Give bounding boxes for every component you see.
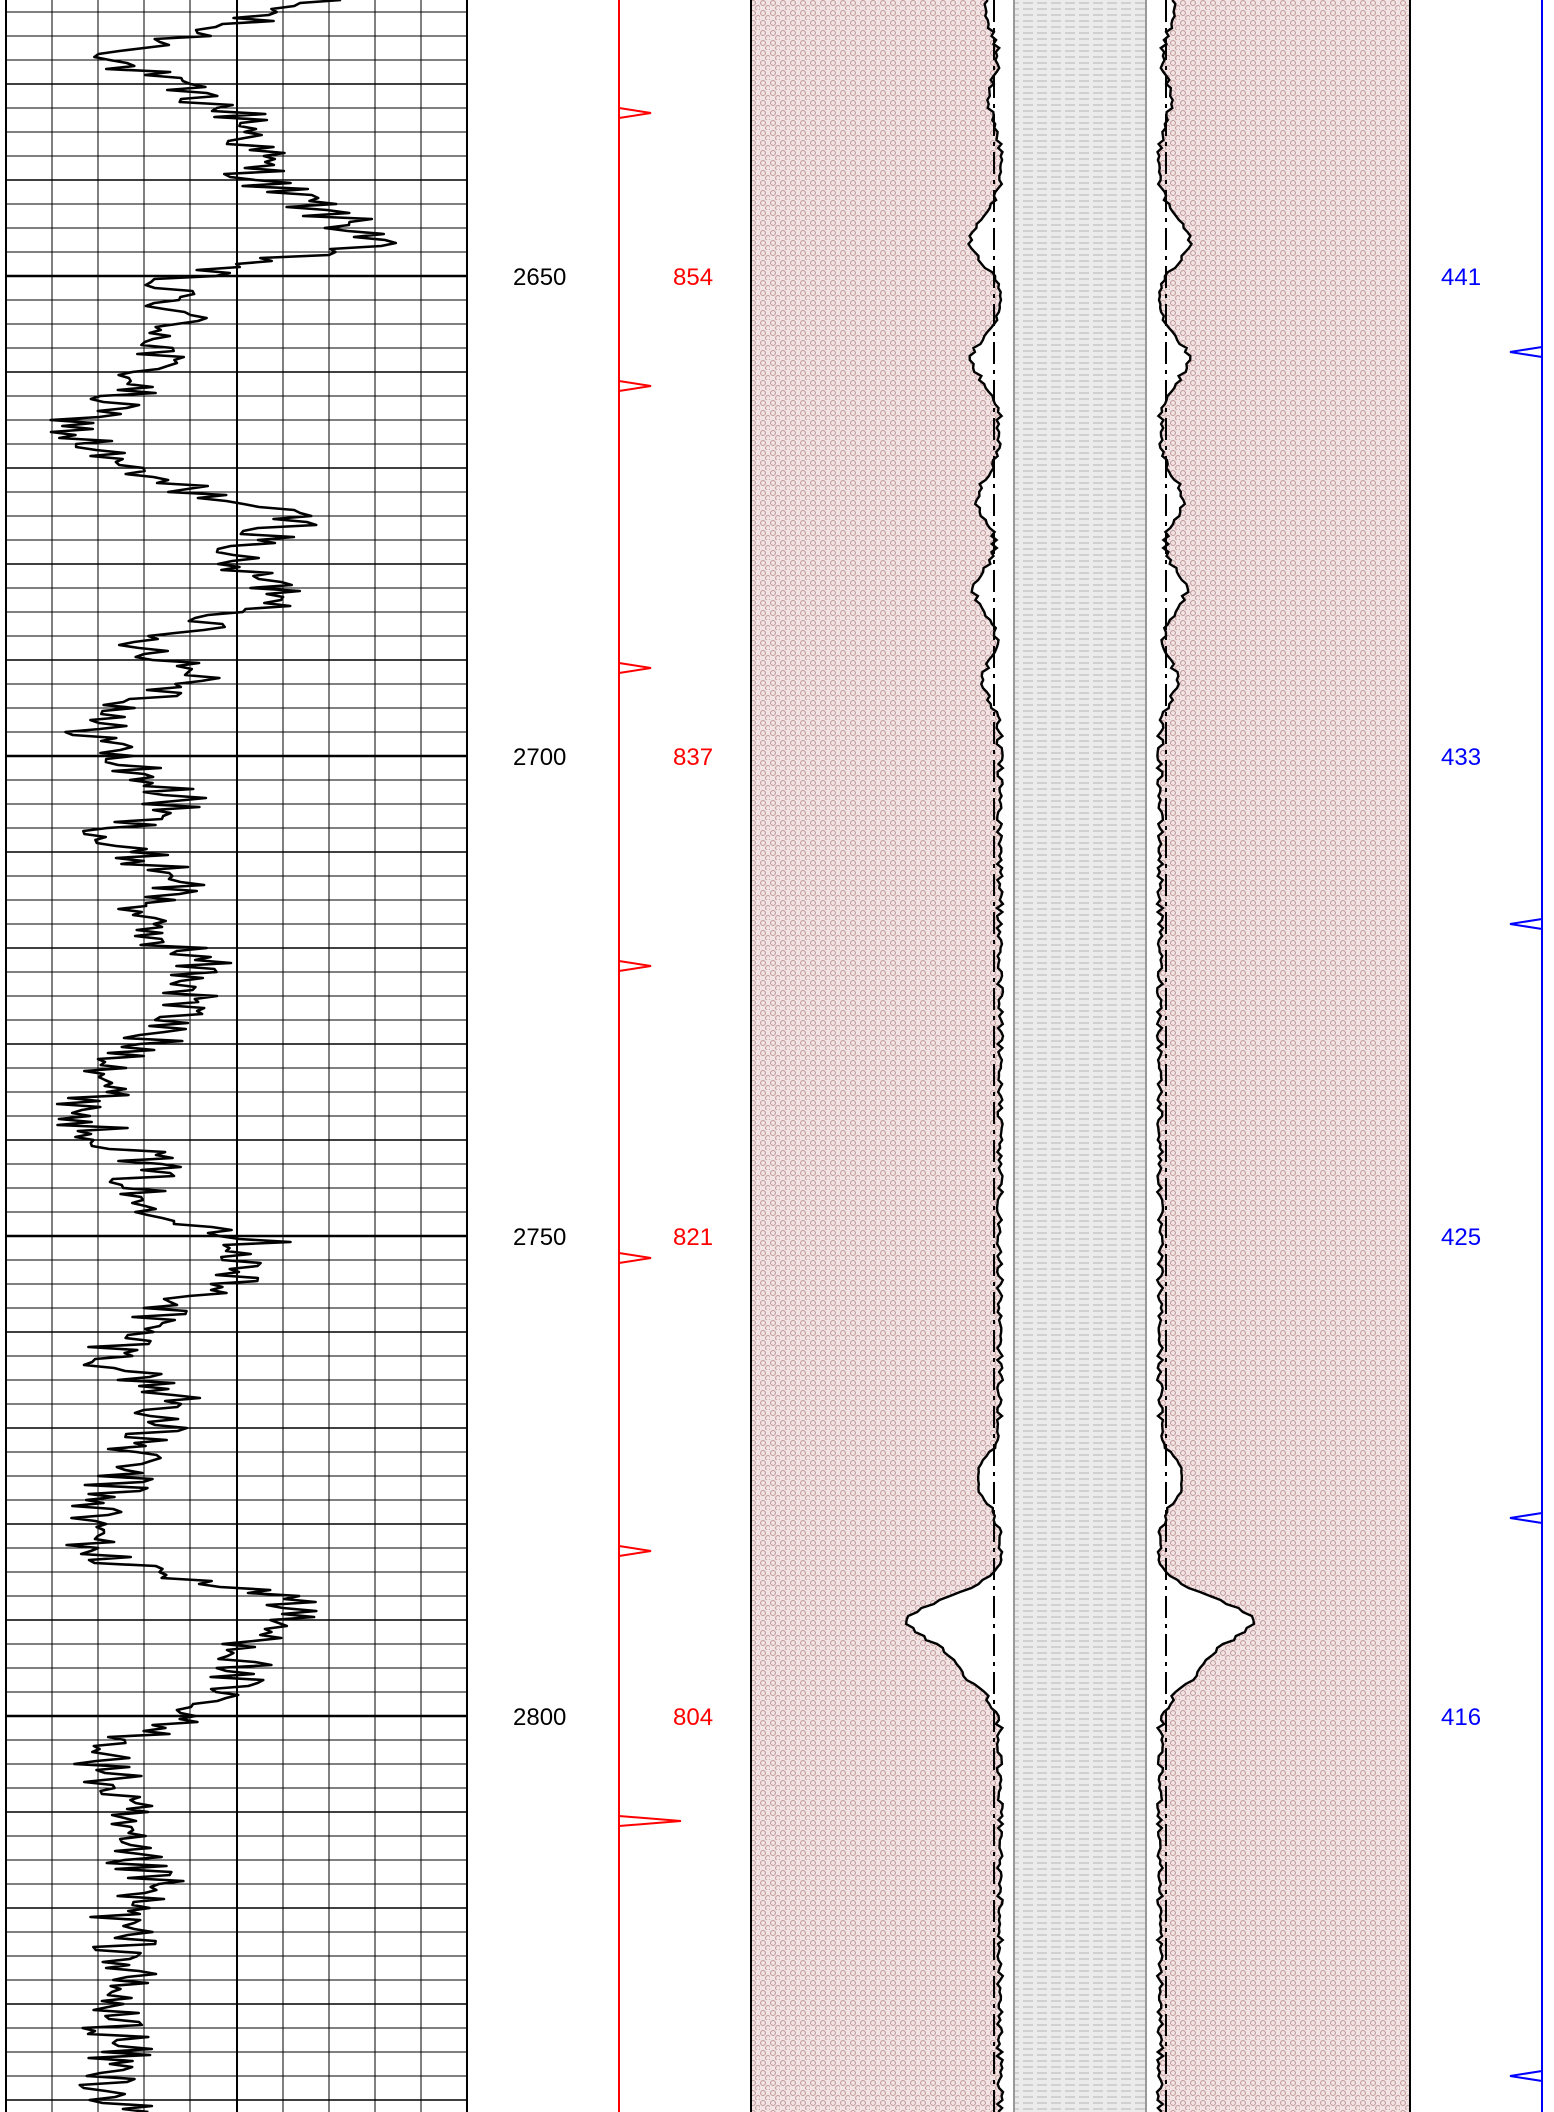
blue-track: 441 433 425 416 (1441, 0, 1543, 2112)
red-flag-marker-icon (618, 960, 652, 972)
red-markers (618, 107, 682, 1827)
blue-label-416: 416 (1441, 1704, 1481, 1731)
red-flag-marker-icon (618, 380, 652, 392)
blue-flag-marker-icon (1509, 1512, 1543, 1524)
blue-flag-marker-icon (1509, 2070, 1543, 2082)
caliper-right-curve (1155, 0, 1256, 2112)
depth-label-2650: 2650 (513, 264, 566, 291)
red-flag-marker-icon (618, 662, 652, 674)
red-label-837: 837 (673, 744, 713, 771)
red-flag-marker-icon (618, 107, 652, 119)
blue-label-425: 425 (1441, 1224, 1481, 1251)
grid-track (5, 0, 468, 2112)
blue-flag-marker-icon (1509, 346, 1543, 358)
blue-markers (1509, 346, 1543, 2082)
depth-labels: 2650 2700 2750 2800 (513, 264, 566, 1731)
lithology-core-pattern (1014, 0, 1146, 2112)
blue-label-433: 433 (1441, 744, 1481, 771)
lithology-column (750, 0, 1411, 2112)
red-track: 854 837 821 804 (618, 0, 713, 2112)
red-flag-marker-icon (618, 1252, 652, 1264)
depth-label-2800: 2800 (513, 1704, 566, 1731)
blue-label-441: 441 (1441, 264, 1481, 291)
red-label-804: 804 (673, 1704, 713, 1731)
depth-label-2700: 2700 (513, 744, 566, 771)
caliper-left-curve (904, 0, 1005, 2112)
red-label-854: 854 (673, 264, 713, 291)
borehole-left-wall (906, 0, 1014, 2112)
blue-flag-marker-icon (1509, 918, 1543, 930)
grid-lines (5, 0, 468, 2112)
gamma-ray-curve (49, 0, 398, 2112)
borehole-right-wall (1146, 0, 1254, 2112)
red-flag-marker-icon (618, 1545, 652, 1557)
red-flag-marker-icon (618, 1815, 682, 1827)
red-label-821: 821 (673, 1224, 713, 1251)
depth-label-2750: 2750 (513, 1224, 566, 1251)
